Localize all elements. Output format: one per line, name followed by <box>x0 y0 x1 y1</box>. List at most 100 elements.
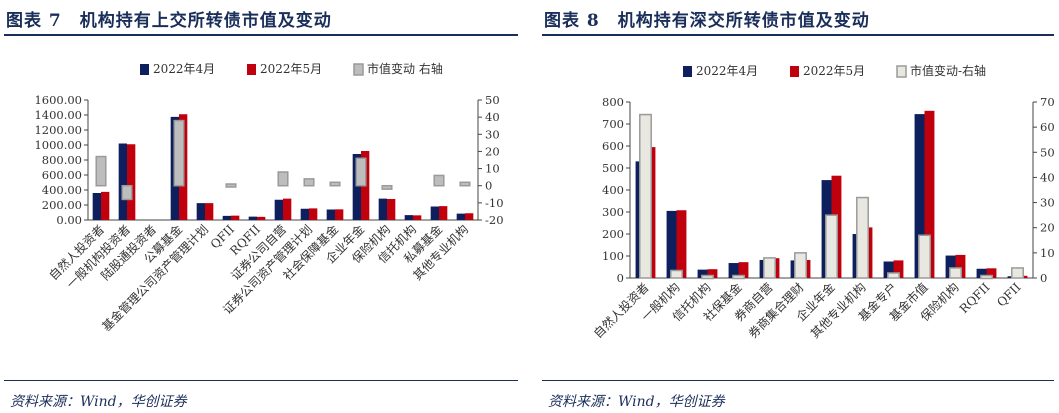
source-note: 资料来源：Wind，华创证券 <box>10 394 187 410</box>
change-bar <box>887 272 900 279</box>
legend-label: 市值变动-右轴 <box>910 63 986 78</box>
chart-panel-left: 图表 7 机构持有上交所转债市值及变动 2022年4月 2022年5月 市值变动 右… <box>0 0 522 413</box>
legend-label: 2022年4月 <box>696 64 758 78</box>
change-bar <box>732 274 745 280</box>
change-bar <box>763 257 776 279</box>
bar-2022年5月 <box>231 215 240 220</box>
change-bar <box>794 252 807 279</box>
bar-2022年5月 <box>465 213 474 220</box>
right-tick-label: 30 <box>1040 196 1055 210</box>
bar-2022年4月 <box>945 255 956 278</box>
legend-swatch <box>683 66 692 77</box>
change-bar <box>949 267 962 279</box>
left-tick-label: 1400.00 <box>34 108 82 122</box>
legend-label: 市值变动 右轴 <box>367 61 443 76</box>
bar-2022年4月 <box>728 263 739 278</box>
change-bar <box>303 178 315 187</box>
bar-2022年4月 <box>666 210 677 278</box>
left-tick-label: 1600.00 <box>34 93 82 107</box>
bar-2022年4月 <box>883 261 894 278</box>
left-tick-label: 100 <box>602 249 624 263</box>
left-tick-label: 500 <box>602 161 624 175</box>
change-bar <box>1011 267 1024 279</box>
right-tick-label: 40 <box>485 110 500 124</box>
left-tick-label: 800 <box>602 95 624 109</box>
right-tick-label: 40 <box>1040 170 1055 184</box>
left-tick-label: 700 <box>602 117 624 131</box>
chart-right: 2022年4月 2022年5月 市值变动-右轴0100200300400500600… <box>590 63 1055 341</box>
right-tick-label: 20 <box>485 144 500 158</box>
change-bar <box>825 214 838 279</box>
bar-2022年5月 <box>955 254 966 278</box>
right-tick-label: 20 <box>1040 221 1055 235</box>
right-tick-label: 50 <box>1040 145 1055 159</box>
bar-2022年4月 <box>456 213 465 220</box>
change-bar <box>856 196 869 279</box>
change-bar <box>918 234 931 279</box>
category-label: QFII <box>994 280 1024 310</box>
left-tick-label: 1000.00 <box>34 138 82 152</box>
bar-2022年5月 <box>127 144 136 220</box>
bar-2022年5月 <box>707 269 718 278</box>
bar-2022年4月 <box>92 193 101 220</box>
legend-label: 2022年4月 <box>153 62 215 76</box>
legend-swatch <box>790 66 799 77</box>
bottom-rule <box>542 380 1054 381</box>
bar-2022年4月 <box>914 114 925 278</box>
chart-title: 图表 7 机构持有上交所转债市值及变动 <box>6 11 332 31</box>
legend-swatch <box>896 65 907 78</box>
chart-panel-right: 图表 8 机构持有深交所转债市值及变动 2022年4月 2022年5月 市值变动-右… <box>538 0 1059 413</box>
bar-2022年5月 <box>924 110 935 278</box>
bar-2022年5月 <box>738 262 749 278</box>
change-bar <box>355 157 367 187</box>
change-bar <box>95 155 107 187</box>
legend-swatch <box>353 63 364 76</box>
bar-2022年4月 <box>248 216 257 220</box>
bar-2022年5月 <box>335 209 344 220</box>
title-rule <box>542 34 1054 36</box>
bar-2022年5月 <box>893 260 904 278</box>
legend-swatch <box>140 64 149 75</box>
left-tick-label: 600.00 <box>42 168 82 182</box>
change-bar <box>329 181 341 187</box>
change-bar <box>459 181 471 187</box>
bar-2022年4月 <box>976 268 987 278</box>
right-tick-label: 0 <box>1040 271 1047 285</box>
source-note: 资料来源：Wind，华创证券 <box>548 394 725 410</box>
chart-title: 图表 8 机构持有深交所转债市值及变动 <box>544 11 870 31</box>
change-bar <box>433 174 445 187</box>
right-tick-label: 70 <box>1040 95 1055 109</box>
bar-2022年5月 <box>413 215 422 220</box>
right-tick-label: 10 <box>485 162 500 176</box>
left-tick-label: 1200.00 <box>34 123 82 137</box>
left-tick-label: 800.00 <box>42 153 82 167</box>
change-bar <box>225 183 237 188</box>
bar-2022年5月 <box>257 216 266 220</box>
bar-2022年5月 <box>309 208 318 220</box>
left-tick-label: 0 <box>617 271 624 285</box>
left-tick-label: 200.00 <box>42 198 82 212</box>
legend-swatch <box>247 64 256 75</box>
bar-2022年5月 <box>676 210 687 278</box>
change-bar <box>980 274 993 280</box>
bar-2022年5月 <box>439 206 448 220</box>
left-tick-label: 600 <box>602 139 624 153</box>
right-tick-label: -20 <box>485 213 504 227</box>
right-tick-label: 10 <box>1040 246 1055 260</box>
bar-2022年4月 <box>352 154 361 220</box>
right-tick-label: 60 <box>1040 120 1055 134</box>
bar-2022年4月 <box>274 199 283 220</box>
bar-2022年4月 <box>697 269 708 278</box>
left-tick-label: 200 <box>602 227 624 241</box>
bar-2022年5月 <box>387 199 396 220</box>
bar-2022年4月 <box>196 203 205 220</box>
right-tick-label: 30 <box>485 127 500 141</box>
bar-2022年4月 <box>222 215 231 220</box>
bar-2022年4月 <box>378 198 387 220</box>
legend-label: 2022年5月 <box>803 64 865 78</box>
change-bar <box>173 119 185 187</box>
left-tick-label: 300 <box>602 205 624 219</box>
bar-2022年5月 <box>205 203 214 220</box>
bar-2022年4月 <box>404 215 413 220</box>
left-tick-label: 400.00 <box>42 183 82 197</box>
